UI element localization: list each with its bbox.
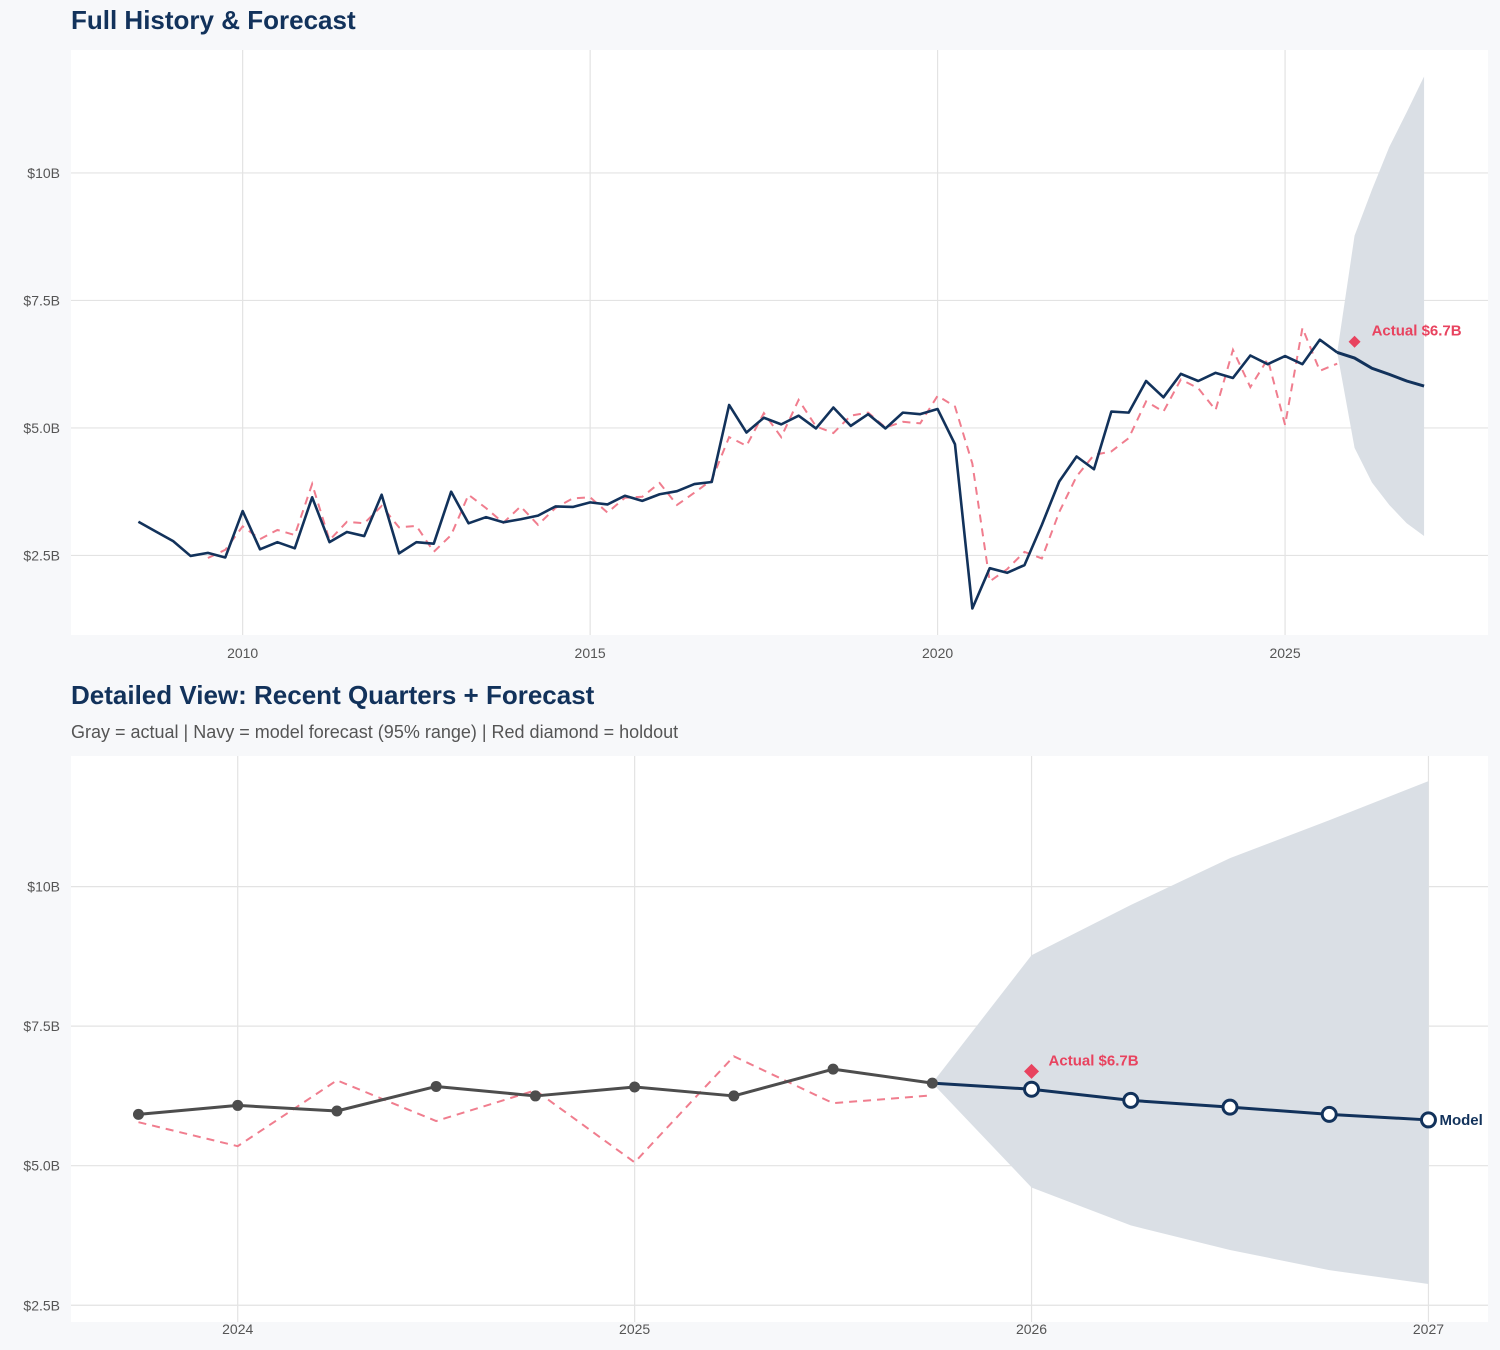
forecast-point: [1419, 1111, 1437, 1129]
bottom-chart: 2024 2025 2026 2027 $2.5B $5.0B $7.5B $10B Model…: [23, 756, 1488, 1337]
top-y-tick-label: $5.0B: [23, 420, 60, 436]
model-end-label: Model: [1439, 1112, 1482, 1129]
bottom-y-tick-label: $10B: [27, 879, 60, 895]
bottom-holdout-diamond: [1024, 1063, 1040, 1079]
bottom-y-tick-label: $5.0B: [23, 1158, 60, 1174]
actual-point: [232, 1099, 244, 1111]
bottom-chart-subtitle: Gray = actual | Navy = model forecast (9…: [71, 722, 679, 742]
bottom-y-tick-label: $7.5B: [23, 1018, 60, 1034]
top-x-tick-label: 2025: [1269, 645, 1300, 661]
top-chart: 2010 2015 2020 2025 $2.5B $5.0B $7.5B $10B Actua…: [23, 50, 1488, 661]
actual-point: [827, 1063, 839, 1075]
bottom-holdout-label: Actual $6.7B: [1049, 1052, 1139, 1069]
top-y-tick-label: $10B: [27, 165, 60, 181]
bottom-y-tick-label: $2.5B: [23, 1297, 60, 1313]
bottom-x-tick-label: 2025: [619, 1321, 650, 1337]
forecast-point: [1221, 1098, 1239, 1116]
bottom-forecast-band: [932, 781, 1429, 1285]
top-chart-title: Full History & Forecast: [71, 5, 356, 35]
top-x-tick-label: 2020: [922, 645, 953, 661]
top-forecast-band: [1337, 76, 1425, 537]
forecast-point: [1320, 1105, 1338, 1123]
top-x-tick-label: 2010: [227, 645, 258, 661]
top-y-tick-label: $7.5B: [23, 292, 60, 308]
top-x-tick-label: 2015: [575, 645, 606, 661]
actual-point: [430, 1080, 442, 1092]
actual-point: [629, 1081, 641, 1093]
top-actual-line: [137, 338, 1338, 610]
actual-point: [132, 1108, 144, 1120]
bottom-x-tick-label: 2024: [222, 1321, 253, 1337]
top-forecast-line: [1336, 351, 1425, 388]
top-fitted-line: [207, 324, 1338, 584]
actual-point: [529, 1090, 541, 1102]
top-plot-area: [71, 50, 1488, 635]
bottom-x-tick-label: 2026: [1016, 1321, 1047, 1337]
bottom-forecast-line: [932, 1081, 1429, 1122]
top-holdout-label: Actual $6.7B: [1372, 323, 1462, 340]
top-holdout-diamond: [1348, 335, 1361, 348]
bottom-x-tick-label: 2027: [1413, 1321, 1444, 1337]
forecast-point: [1122, 1091, 1140, 1109]
actual-point: [331, 1105, 343, 1117]
top-y-tick-label: $2.5B: [23, 547, 60, 563]
bottom-chart-title: Detailed View: Recent Quarters + Forecas…: [71, 680, 595, 710]
forecast-point: [1023, 1080, 1041, 1098]
actual-point: [728, 1090, 740, 1102]
bottom-fitted-line: [138, 1055, 933, 1164]
actual-point: [926, 1077, 938, 1089]
